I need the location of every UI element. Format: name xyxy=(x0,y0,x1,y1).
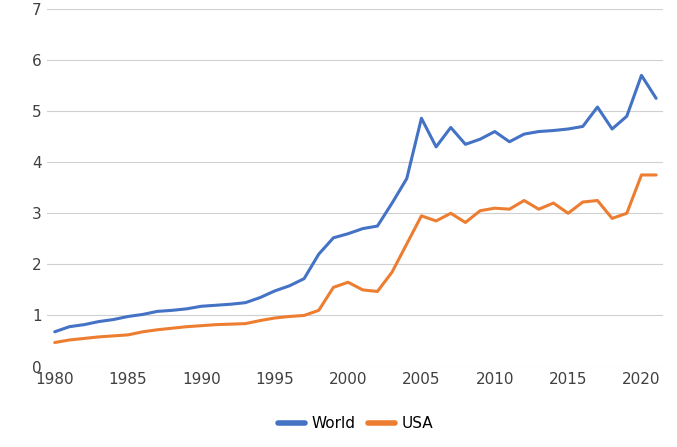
USA xyxy=(285,314,293,319)
World xyxy=(51,329,59,334)
World xyxy=(417,116,425,121)
USA xyxy=(315,308,323,313)
World xyxy=(637,73,645,78)
World xyxy=(623,114,631,119)
USA xyxy=(359,287,367,293)
USA xyxy=(212,322,220,327)
World xyxy=(388,200,396,206)
World xyxy=(271,288,279,294)
USA xyxy=(51,340,59,345)
World xyxy=(212,303,220,308)
USA xyxy=(153,327,161,333)
World xyxy=(535,129,543,134)
USA xyxy=(593,198,601,203)
USA xyxy=(329,285,337,290)
World xyxy=(168,308,176,313)
USA xyxy=(520,198,528,203)
USA xyxy=(476,208,484,213)
World xyxy=(183,306,191,312)
World xyxy=(403,176,411,181)
World xyxy=(109,317,117,322)
World xyxy=(549,128,557,133)
USA xyxy=(373,289,381,294)
USA xyxy=(432,218,440,224)
World xyxy=(447,125,455,130)
World xyxy=(65,324,73,329)
Line: USA: USA xyxy=(55,175,656,342)
USA xyxy=(124,332,132,337)
USA xyxy=(461,220,469,225)
World xyxy=(608,127,616,132)
World xyxy=(300,276,308,281)
World xyxy=(139,312,147,317)
USA xyxy=(139,329,147,334)
USA xyxy=(65,337,73,343)
USA xyxy=(388,270,396,275)
USA xyxy=(256,318,264,323)
USA xyxy=(549,200,557,206)
Line: World: World xyxy=(55,76,656,332)
USA xyxy=(183,324,191,329)
World xyxy=(124,314,132,319)
World xyxy=(315,252,323,257)
World xyxy=(432,144,440,150)
USA xyxy=(227,321,235,327)
USA xyxy=(300,313,308,318)
World xyxy=(579,124,587,129)
USA xyxy=(564,211,572,216)
World xyxy=(153,309,161,314)
USA xyxy=(241,321,249,326)
USA xyxy=(403,241,411,247)
World xyxy=(564,127,572,132)
World xyxy=(197,304,205,309)
USA xyxy=(608,216,616,221)
World xyxy=(359,226,367,231)
World xyxy=(461,142,469,147)
USA xyxy=(168,325,176,331)
World xyxy=(344,231,352,236)
USA xyxy=(447,211,455,216)
USA xyxy=(344,279,352,285)
World xyxy=(505,139,513,144)
USA xyxy=(579,199,587,205)
World xyxy=(256,295,264,300)
World xyxy=(652,96,660,101)
USA xyxy=(109,333,117,338)
World xyxy=(476,136,484,142)
World xyxy=(373,224,381,229)
USA xyxy=(505,207,513,212)
USA xyxy=(637,172,645,177)
World xyxy=(491,129,499,134)
USA xyxy=(417,213,425,219)
World xyxy=(285,283,293,288)
USA xyxy=(623,211,631,216)
World xyxy=(593,104,601,110)
World xyxy=(227,302,235,307)
Legend: World, USA: World, USA xyxy=(271,410,439,438)
USA xyxy=(491,206,499,211)
World xyxy=(520,131,528,137)
USA xyxy=(271,315,279,320)
World xyxy=(241,300,249,305)
USA xyxy=(535,207,543,212)
USA xyxy=(652,172,660,177)
World xyxy=(80,322,88,327)
USA xyxy=(80,336,88,341)
World xyxy=(329,235,337,240)
World xyxy=(95,319,103,324)
USA xyxy=(197,323,205,329)
USA xyxy=(95,334,103,340)
